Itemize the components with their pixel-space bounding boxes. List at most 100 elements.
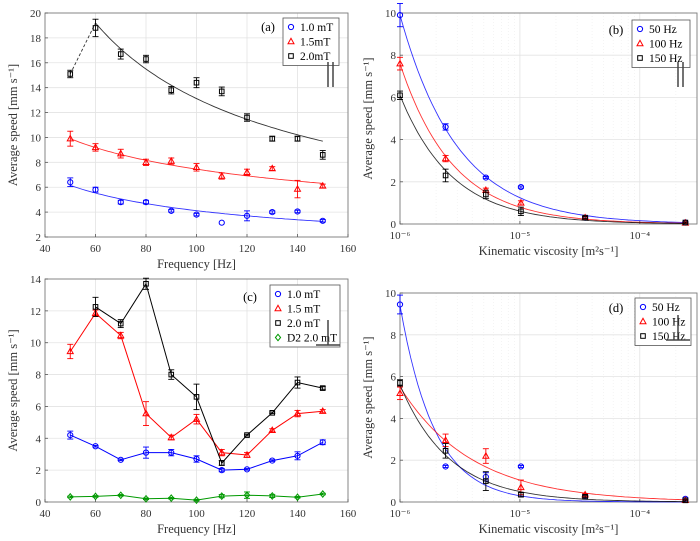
y-tick-label: 12	[30, 306, 41, 318]
fit-line	[399, 384, 686, 503]
data-point	[396, 389, 404, 397]
y-axis-label: Average speed [mm s⁻¹]	[6, 64, 20, 186]
y-tick-label: 10	[385, 8, 397, 20]
legend-label: 50 Hz	[652, 302, 680, 314]
data-point	[91, 143, 100, 151]
y-tick-label: 2	[36, 232, 42, 244]
data-point	[442, 447, 449, 454]
legend-label: 1.5 mT	[287, 304, 320, 316]
x-axis-label: Kinematic viscosity [m²s⁻¹]	[479, 522, 619, 536]
series-2.0-mT	[92, 277, 326, 466]
x-axis-label: Frequency [Hz]	[157, 522, 236, 536]
data-point	[66, 347, 75, 355]
data-point	[294, 452, 301, 459]
x-tick-label: 160	[340, 243, 357, 255]
legend-marker	[640, 333, 646, 339]
series-150-Hz	[397, 379, 689, 504]
data-point	[167, 433, 176, 441]
data-point	[218, 460, 225, 466]
series-1.0-mT	[67, 177, 326, 226]
x-tick-label: 10⁻⁴	[629, 230, 650, 242]
x-tick-label: 60	[90, 243, 102, 255]
data-point	[269, 135, 276, 142]
data-point	[483, 191, 489, 198]
data-point	[243, 212, 251, 219]
data-point	[168, 494, 175, 503]
data-point	[67, 179, 74, 186]
data-point	[116, 149, 125, 157]
data-point	[396, 59, 404, 67]
data-point	[269, 491, 276, 500]
data-point	[116, 331, 125, 339]
data-point	[294, 493, 301, 502]
y-tick-label: 6	[391, 372, 397, 384]
legend-marker	[274, 333, 282, 342]
x-tick-label: 120	[239, 243, 256, 255]
x-tick-label: 140	[289, 243, 306, 255]
legend-marker	[637, 55, 643, 61]
x-tick-label: 10⁻⁴	[629, 508, 650, 520]
legend-label: 150 Hz	[649, 53, 683, 65]
y-tick-label: 8	[391, 330, 397, 342]
data-point	[142, 409, 150, 417]
legend-label: 2.0mT	[300, 51, 330, 63]
data-point	[217, 171, 226, 179]
series-line	[95, 282, 323, 464]
x-tick-label: 10⁻⁶	[390, 508, 411, 520]
legend-label: 100 Hz	[652, 317, 686, 329]
legend: 50 Hz 100 Hz 150 Hz	[631, 19, 691, 68]
series-150-Hz	[397, 90, 689, 226]
data-point	[268, 426, 277, 434]
legend-label: 1.0 mT	[300, 22, 333, 34]
data-point	[441, 154, 450, 162]
data-point	[243, 466, 251, 473]
data-point	[319, 385, 326, 391]
data-point	[142, 158, 150, 166]
data-point	[269, 209, 276, 216]
y-tick-label: 2	[391, 455, 397, 467]
series-D2-2.0-mT	[67, 490, 326, 505]
panel-b: 0 2 4 6 8 10 10⁻⁶ 10⁻⁵ 10⁻⁴ Kinematic viscosity […	[361, 3, 698, 258]
data-point	[168, 207, 175, 214]
data-point	[318, 406, 327, 414]
y-tick-label: 10	[385, 288, 397, 300]
data-point	[193, 211, 200, 218]
data-point	[319, 152, 326, 158]
x-tick-label: 10⁻⁵	[510, 230, 531, 242]
data-point	[92, 186, 99, 193]
data-point	[117, 491, 124, 500]
data-point	[92, 304, 99, 310]
data-point	[218, 492, 225, 501]
data-point	[294, 135, 301, 142]
series-2.0mT	[67, 18, 326, 160]
data-point	[168, 371, 175, 378]
data-point	[517, 198, 525, 206]
legend-marker	[636, 39, 644, 47]
data-point	[517, 183, 525, 191]
data-point	[243, 450, 251, 458]
legend-label: 2.0 mT	[287, 318, 320, 330]
legend-marker	[274, 290, 282, 298]
data-point	[92, 443, 99, 450]
data-point	[243, 491, 251, 500]
y-tick-label: 10	[30, 132, 42, 144]
legend-label: 150 Hz	[652, 331, 686, 343]
x-tick-label: 140	[289, 508, 306, 520]
data-point	[682, 219, 689, 226]
data-point	[293, 409, 302, 417]
y-tick-label: 4	[36, 207, 42, 219]
y-tick-label: 10	[30, 338, 42, 350]
data-point	[582, 214, 588, 221]
data-point	[481, 451, 490, 459]
legend-marker	[636, 25, 644, 33]
x-axis-label: Frequency [Hz]	[157, 257, 236, 271]
data-point	[142, 494, 150, 503]
fit-line	[399, 95, 686, 224]
data-point	[517, 483, 525, 491]
legend-label: 1.0 mT	[287, 289, 320, 301]
legend-marker	[274, 304, 282, 312]
series-1.5-mT	[66, 309, 327, 458]
legend-marker	[639, 317, 647, 325]
panel-label: (d)	[609, 301, 624, 315]
